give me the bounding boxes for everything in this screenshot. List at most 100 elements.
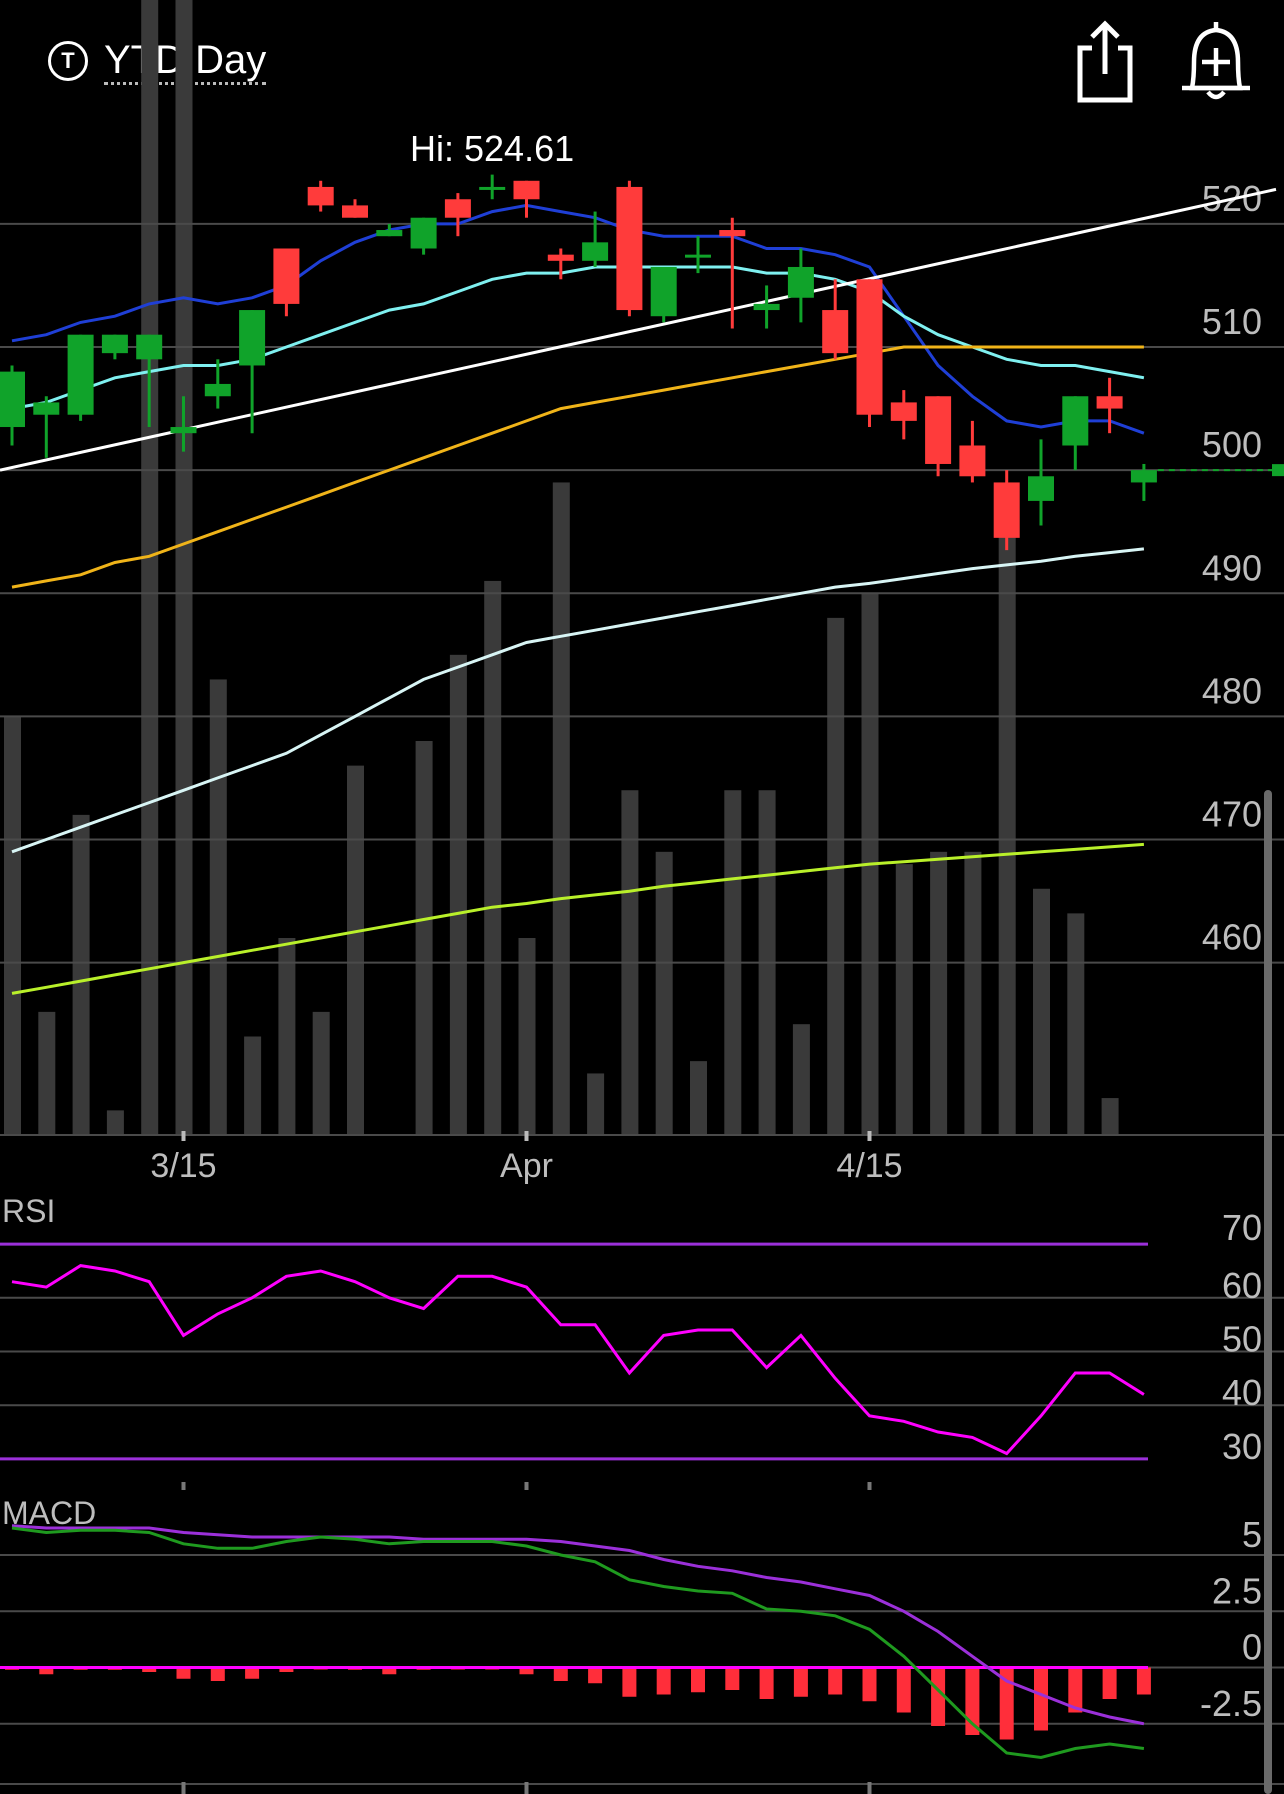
macd-histogram-bar: [1068, 1667, 1083, 1713]
candlesticks: [0, 174, 1157, 551]
volume-bar: [72, 814, 90, 1135]
share-icon[interactable]: [1070, 20, 1140, 104]
rsi-tick-label: 60: [1222, 1265, 1262, 1306]
candle-down: [822, 310, 849, 354]
macd-histogram-bar: [519, 1667, 534, 1675]
macd-histogram-bar: [588, 1667, 603, 1684]
last-price-marker: [1272, 464, 1284, 477]
candle-up: [1130, 470, 1157, 483]
volume-bar: [1101, 1098, 1119, 1135]
macd-histogram-bar: [656, 1667, 671, 1695]
candle-up: [170, 427, 197, 434]
candle-up: [582, 242, 609, 261]
rsi-tick-label: 50: [1222, 1319, 1262, 1360]
volume-bar: [312, 1011, 330, 1135]
volume-bar: [998, 494, 1016, 1135]
macd-histogram-bar: [1102, 1667, 1117, 1699]
macd-histogram-bar: [210, 1667, 225, 1681]
candle-down: [342, 205, 368, 218]
ma-pale-line: [11, 547, 1145, 854]
macd-histogram-bar: [896, 1667, 911, 1713]
price-tick-label: 500: [1202, 424, 1262, 465]
volume-bar: [141, 0, 159, 1135]
macd-histogram-bar: [176, 1667, 191, 1679]
volume-bar: [964, 851, 982, 1135]
candle-down: [307, 186, 334, 206]
candle-down: [993, 482, 1020, 538]
candle-up: [787, 266, 814, 298]
macd-histogram-bar: [965, 1667, 980, 1735]
candle-up: [479, 186, 506, 190]
macd-tick-label: 0: [1242, 1627, 1262, 1668]
volume-bar: [106, 1110, 124, 1135]
rsi-tick-label: 70: [1222, 1207, 1262, 1248]
candle-up: [1062, 396, 1089, 446]
macd-histogram-bar: [793, 1667, 808, 1697]
volume-bar: [930, 851, 948, 1135]
macd-histogram-bar: [725, 1667, 740, 1690]
candle-up: [685, 254, 711, 258]
macd-tick-label: -2.5: [1200, 1683, 1262, 1724]
vertical-scrollbar[interactable]: [1264, 790, 1272, 1794]
macd-line: [11, 1526, 1145, 1760]
candle-up: [33, 402, 60, 415]
candle-down: [1096, 396, 1123, 409]
volume-bar: [415, 741, 433, 1135]
price-tick-label: 460: [1202, 917, 1262, 958]
volume-bar: [655, 851, 673, 1135]
rsi-line: [11, 1264, 1145, 1456]
volume-bar: [38, 1011, 56, 1135]
volume-bar: [244, 1036, 262, 1135]
candle-up: [376, 230, 403, 237]
candle-down: [513, 180, 540, 200]
macd-histogram-bar: [759, 1667, 774, 1699]
macd-histogram-bar: [1136, 1667, 1151, 1695]
macd-histogram-bar: [691, 1667, 705, 1693]
candle-up: [101, 334, 128, 354]
volume-bar: [518, 938, 536, 1135]
volume-bar: [449, 654, 467, 1135]
macd-histogram-bar: [622, 1667, 637, 1697]
candle-down: [890, 402, 917, 421]
rsi-title: RSI: [2, 1193, 55, 1229]
candle-down: [856, 279, 883, 415]
candle-up: [67, 334, 94, 415]
candle-up: [410, 217, 437, 249]
macd-histogram-bar: [279, 1667, 294, 1672]
high-price-label: Hi: 524.61: [410, 128, 575, 169]
volume-bar: [175, 0, 193, 1135]
volume-bar: [4, 716, 21, 1135]
macd-histogram-bar: [828, 1667, 843, 1695]
date-tick-label: Apr: [500, 1147, 553, 1185]
timezone-icon: T: [48, 41, 88, 81]
trendline-line: [0, 187, 1277, 472]
macd-histogram: [5, 1667, 1151, 1740]
volume-bar: [484, 580, 502, 1135]
bell-plus-icon[interactable]: [1176, 18, 1256, 104]
candle-down: [273, 248, 300, 304]
date-tick-label: 3/15: [150, 1147, 216, 1185]
candle-up: [1028, 476, 1054, 501]
candle-up: [239, 310, 266, 366]
candle-down: [719, 230, 746, 237]
volume-bar: [552, 482, 570, 1135]
volume-bar: [792, 1024, 810, 1135]
price-tick-label: 510: [1202, 301, 1262, 342]
price-tick-label: 470: [1202, 794, 1262, 835]
candle-up: [204, 383, 231, 397]
volume-bar: [347, 765, 364, 1135]
macd-histogram-bar: [553, 1667, 568, 1681]
volume-bar: [278, 938, 296, 1135]
ma-lime-line: [11, 842, 1145, 995]
candle-up: [0, 371, 25, 428]
volume-bar: [1067, 913, 1085, 1135]
price-tick-label: 480: [1202, 670, 1262, 711]
candle-up: [753, 303, 780, 311]
macd-histogram-bar: [39, 1667, 54, 1675]
candle-up: [136, 334, 163, 360]
macd-tick-label: 2.5: [1212, 1570, 1262, 1611]
volume-bar: [827, 617, 845, 1135]
macd-histogram-bar: [382, 1667, 397, 1675]
ma-dark-blue-line: [11, 203, 1145, 435]
